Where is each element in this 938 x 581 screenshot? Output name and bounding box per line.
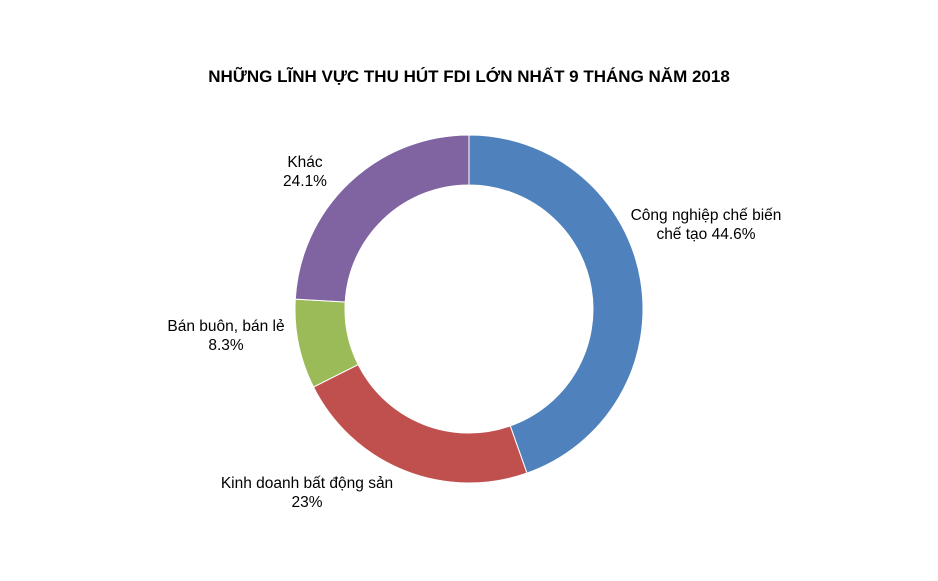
slice-label-2-line-0: Bán buôn, bán lẻ — [167, 318, 284, 335]
slice-label-3: Khác 24.1% — [283, 154, 327, 190]
slice-label-2: Bán buôn, bán lẻ 8.3% — [167, 318, 284, 354]
chart-title: NHỮNG LĨNH VỰC THU HÚT FDI LỚN NHẤT 9 TH… — [208, 66, 730, 86]
slice-labels: Công nghiệp chế biến chế tạo 44.6% Kinh do… — [167, 154, 781, 511]
slice-label-3-line-0: Khác — [287, 154, 323, 171]
slice-label-1-line-0: Kinh doanh bất động sản — [221, 475, 393, 492]
slice-label-0-line-1: chế tạo 44.6% — [656, 226, 755, 243]
slice-label-2-line-1: 8.3% — [208, 337, 244, 354]
slice-label-0: Công nghiệp chế biến chế tạo 44.6% — [631, 207, 782, 243]
slice-label-1-line-1: 23% — [291, 494, 322, 511]
donut-slice-3 — [294, 134, 470, 303]
slice-label-1: Kinh doanh bất động sản 23% — [221, 475, 393, 511]
donut-slices — [294, 134, 644, 484]
donut-slice-1 — [312, 363, 528, 484]
donut-slice-0 — [468, 134, 644, 474]
slice-label-0-line-0: Công nghiệp chế biến — [631, 207, 782, 224]
slice-label-3-line-1: 24.1% — [283, 173, 327, 190]
